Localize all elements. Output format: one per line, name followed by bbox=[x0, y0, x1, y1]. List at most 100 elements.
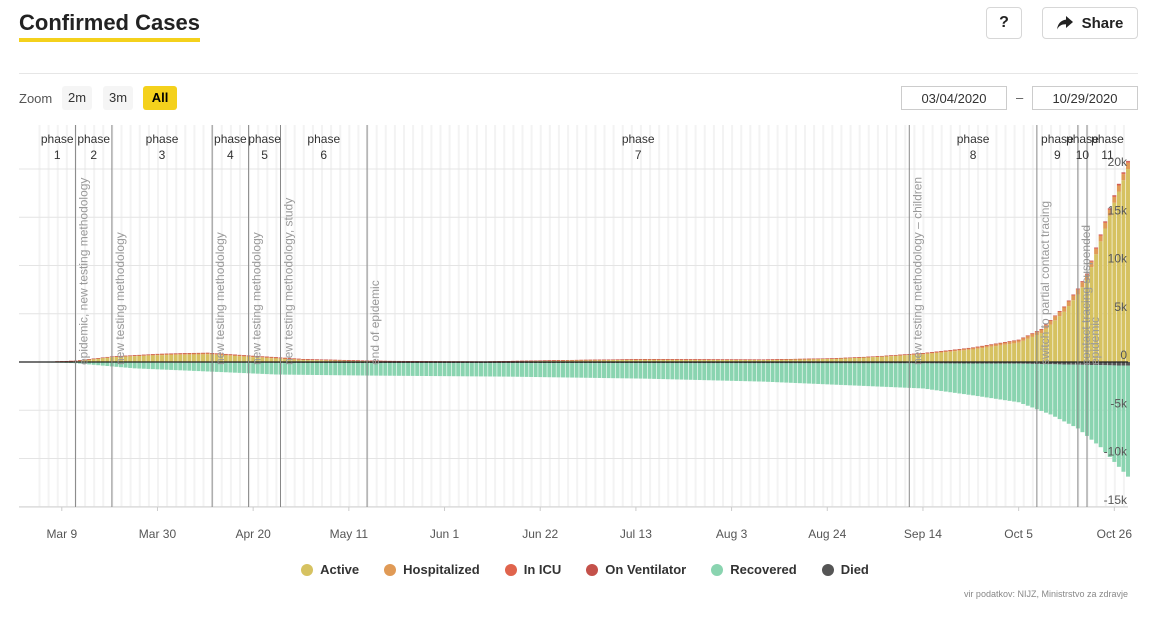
zoom-3m-button[interactable]: 3m bbox=[103, 86, 134, 110]
bar-recovered bbox=[123, 362, 128, 368]
bar-on-ventilator bbox=[178, 353, 183, 354]
bar-in-icu bbox=[1025, 335, 1030, 337]
legend-item-recovered[interactable]: Recovered bbox=[711, 562, 797, 577]
marker-label: new testing methodology bbox=[250, 232, 264, 365]
bar-recovered bbox=[670, 363, 675, 380]
bar-recovered bbox=[346, 362, 351, 376]
bar-in-icu bbox=[1116, 184, 1121, 186]
bar-on-ventilator bbox=[574, 359, 579, 361]
bar-recovered bbox=[711, 363, 716, 381]
bar-hospitalized bbox=[205, 353, 210, 355]
share-button[interactable]: Share bbox=[1042, 7, 1138, 39]
bar-active bbox=[615, 359, 620, 362]
bar-recovered bbox=[479, 363, 483, 377]
bar-on-ventilator bbox=[957, 349, 962, 350]
bar-active bbox=[1002, 344, 1007, 362]
date-from-input[interactable] bbox=[901, 86, 1007, 110]
bar-died bbox=[943, 362, 948, 364]
grid-band bbox=[457, 125, 460, 507]
bar-on-ventilator bbox=[351, 360, 356, 361]
bar-died bbox=[952, 362, 957, 364]
bar-in-icu bbox=[1039, 329, 1044, 330]
legend-item-ventilator[interactable]: On Ventilator bbox=[586, 562, 686, 577]
phase-label: phase bbox=[41, 132, 74, 146]
bar-active bbox=[96, 358, 101, 362]
bar-recovered bbox=[137, 362, 142, 369]
bar-active bbox=[670, 359, 675, 362]
bar-on-ventilator bbox=[624, 359, 629, 360]
bar-died bbox=[1039, 362, 1044, 365]
phase-label: phase bbox=[307, 132, 340, 146]
bar-recovered bbox=[797, 363, 802, 384]
bar-hospitalized bbox=[251, 356, 256, 358]
bar-active bbox=[993, 346, 998, 362]
bar-on-ventilator bbox=[802, 358, 807, 360]
bar-on-ventilator bbox=[78, 360, 82, 361]
bar-active bbox=[939, 352, 944, 362]
bar-active bbox=[128, 356, 133, 362]
bar-active bbox=[793, 359, 798, 362]
zoom-2m-button[interactable]: 2m bbox=[62, 86, 93, 110]
bar-on-ventilator bbox=[187, 353, 192, 354]
bar-active bbox=[255, 357, 260, 362]
bar-on-ventilator bbox=[943, 350, 948, 352]
bar-active bbox=[324, 360, 329, 362]
bar-recovered bbox=[424, 363, 429, 376]
bar-recovered bbox=[715, 363, 720, 381]
bar-died bbox=[989, 362, 994, 364]
bar-active bbox=[788, 359, 793, 362]
bar-active bbox=[752, 359, 757, 362]
bar-on-ventilator bbox=[146, 354, 151, 355]
zoom-all-button[interactable]: All bbox=[143, 86, 177, 110]
bar-died bbox=[702, 362, 707, 364]
bar-died bbox=[652, 362, 657, 364]
legend-label-hospitalized: Hospitalized bbox=[403, 562, 480, 577]
bar-on-ventilator bbox=[260, 356, 265, 357]
bar-died bbox=[1002, 362, 1007, 364]
bar-recovered bbox=[146, 362, 151, 369]
bar-recovered bbox=[911, 363, 916, 389]
bar-in-icu bbox=[1016, 339, 1021, 341]
bar-hospitalized bbox=[287, 358, 292, 360]
bar-recovered bbox=[292, 362, 297, 375]
legend-item-icu[interactable]: In ICU bbox=[504, 562, 561, 577]
bar-recovered bbox=[150, 362, 155, 370]
bar-on-ventilator bbox=[834, 358, 839, 359]
legend-item-hospitalized[interactable]: Hospitalized bbox=[384, 562, 480, 577]
bar-on-ventilator bbox=[155, 353, 160, 355]
legend-item-active[interactable]: Active bbox=[301, 562, 359, 577]
bar-on-ventilator bbox=[87, 359, 92, 360]
y-tick-label: -10k bbox=[1104, 445, 1128, 459]
grid-band bbox=[621, 125, 624, 507]
bar-on-ventilator bbox=[301, 358, 306, 360]
bar-on-ventilator bbox=[232, 354, 237, 356]
bar-hospitalized bbox=[1021, 338, 1026, 341]
bar-on-ventilator bbox=[123, 355, 128, 357]
bar-active bbox=[884, 356, 889, 362]
bar-hospitalized bbox=[1094, 248, 1099, 255]
bar-in-icu bbox=[1062, 306, 1067, 308]
bar-recovered bbox=[761, 363, 766, 382]
bar-active bbox=[91, 359, 96, 362]
bar-recovered bbox=[561, 363, 565, 378]
bar-active bbox=[232, 356, 237, 362]
marker-label: epidemic, new testing methodology bbox=[76, 178, 90, 365]
bar-on-ventilator bbox=[1062, 306, 1067, 307]
marker-label: epidemic bbox=[1088, 317, 1102, 365]
help-button[interactable]: ? bbox=[986, 7, 1022, 39]
legend-item-died[interactable]: Died bbox=[821, 562, 869, 577]
bar-on-ventilator bbox=[1053, 315, 1058, 316]
bar-recovered bbox=[1071, 364, 1076, 427]
bar-on-ventilator bbox=[310, 359, 315, 360]
bar-on-ventilator bbox=[132, 355, 137, 356]
bar-on-ventilator bbox=[811, 358, 816, 360]
grid-band bbox=[238, 125, 241, 507]
bar-on-ventilator bbox=[971, 347, 976, 348]
phase-number: 7 bbox=[635, 148, 642, 162]
grid-band bbox=[767, 125, 770, 507]
date-to-input[interactable] bbox=[1032, 86, 1138, 110]
bar-hospitalized bbox=[975, 347, 980, 349]
bar-died bbox=[734, 362, 739, 364]
bar-on-ventilator bbox=[251, 355, 256, 357]
bar-hospitalized bbox=[939, 351, 944, 353]
